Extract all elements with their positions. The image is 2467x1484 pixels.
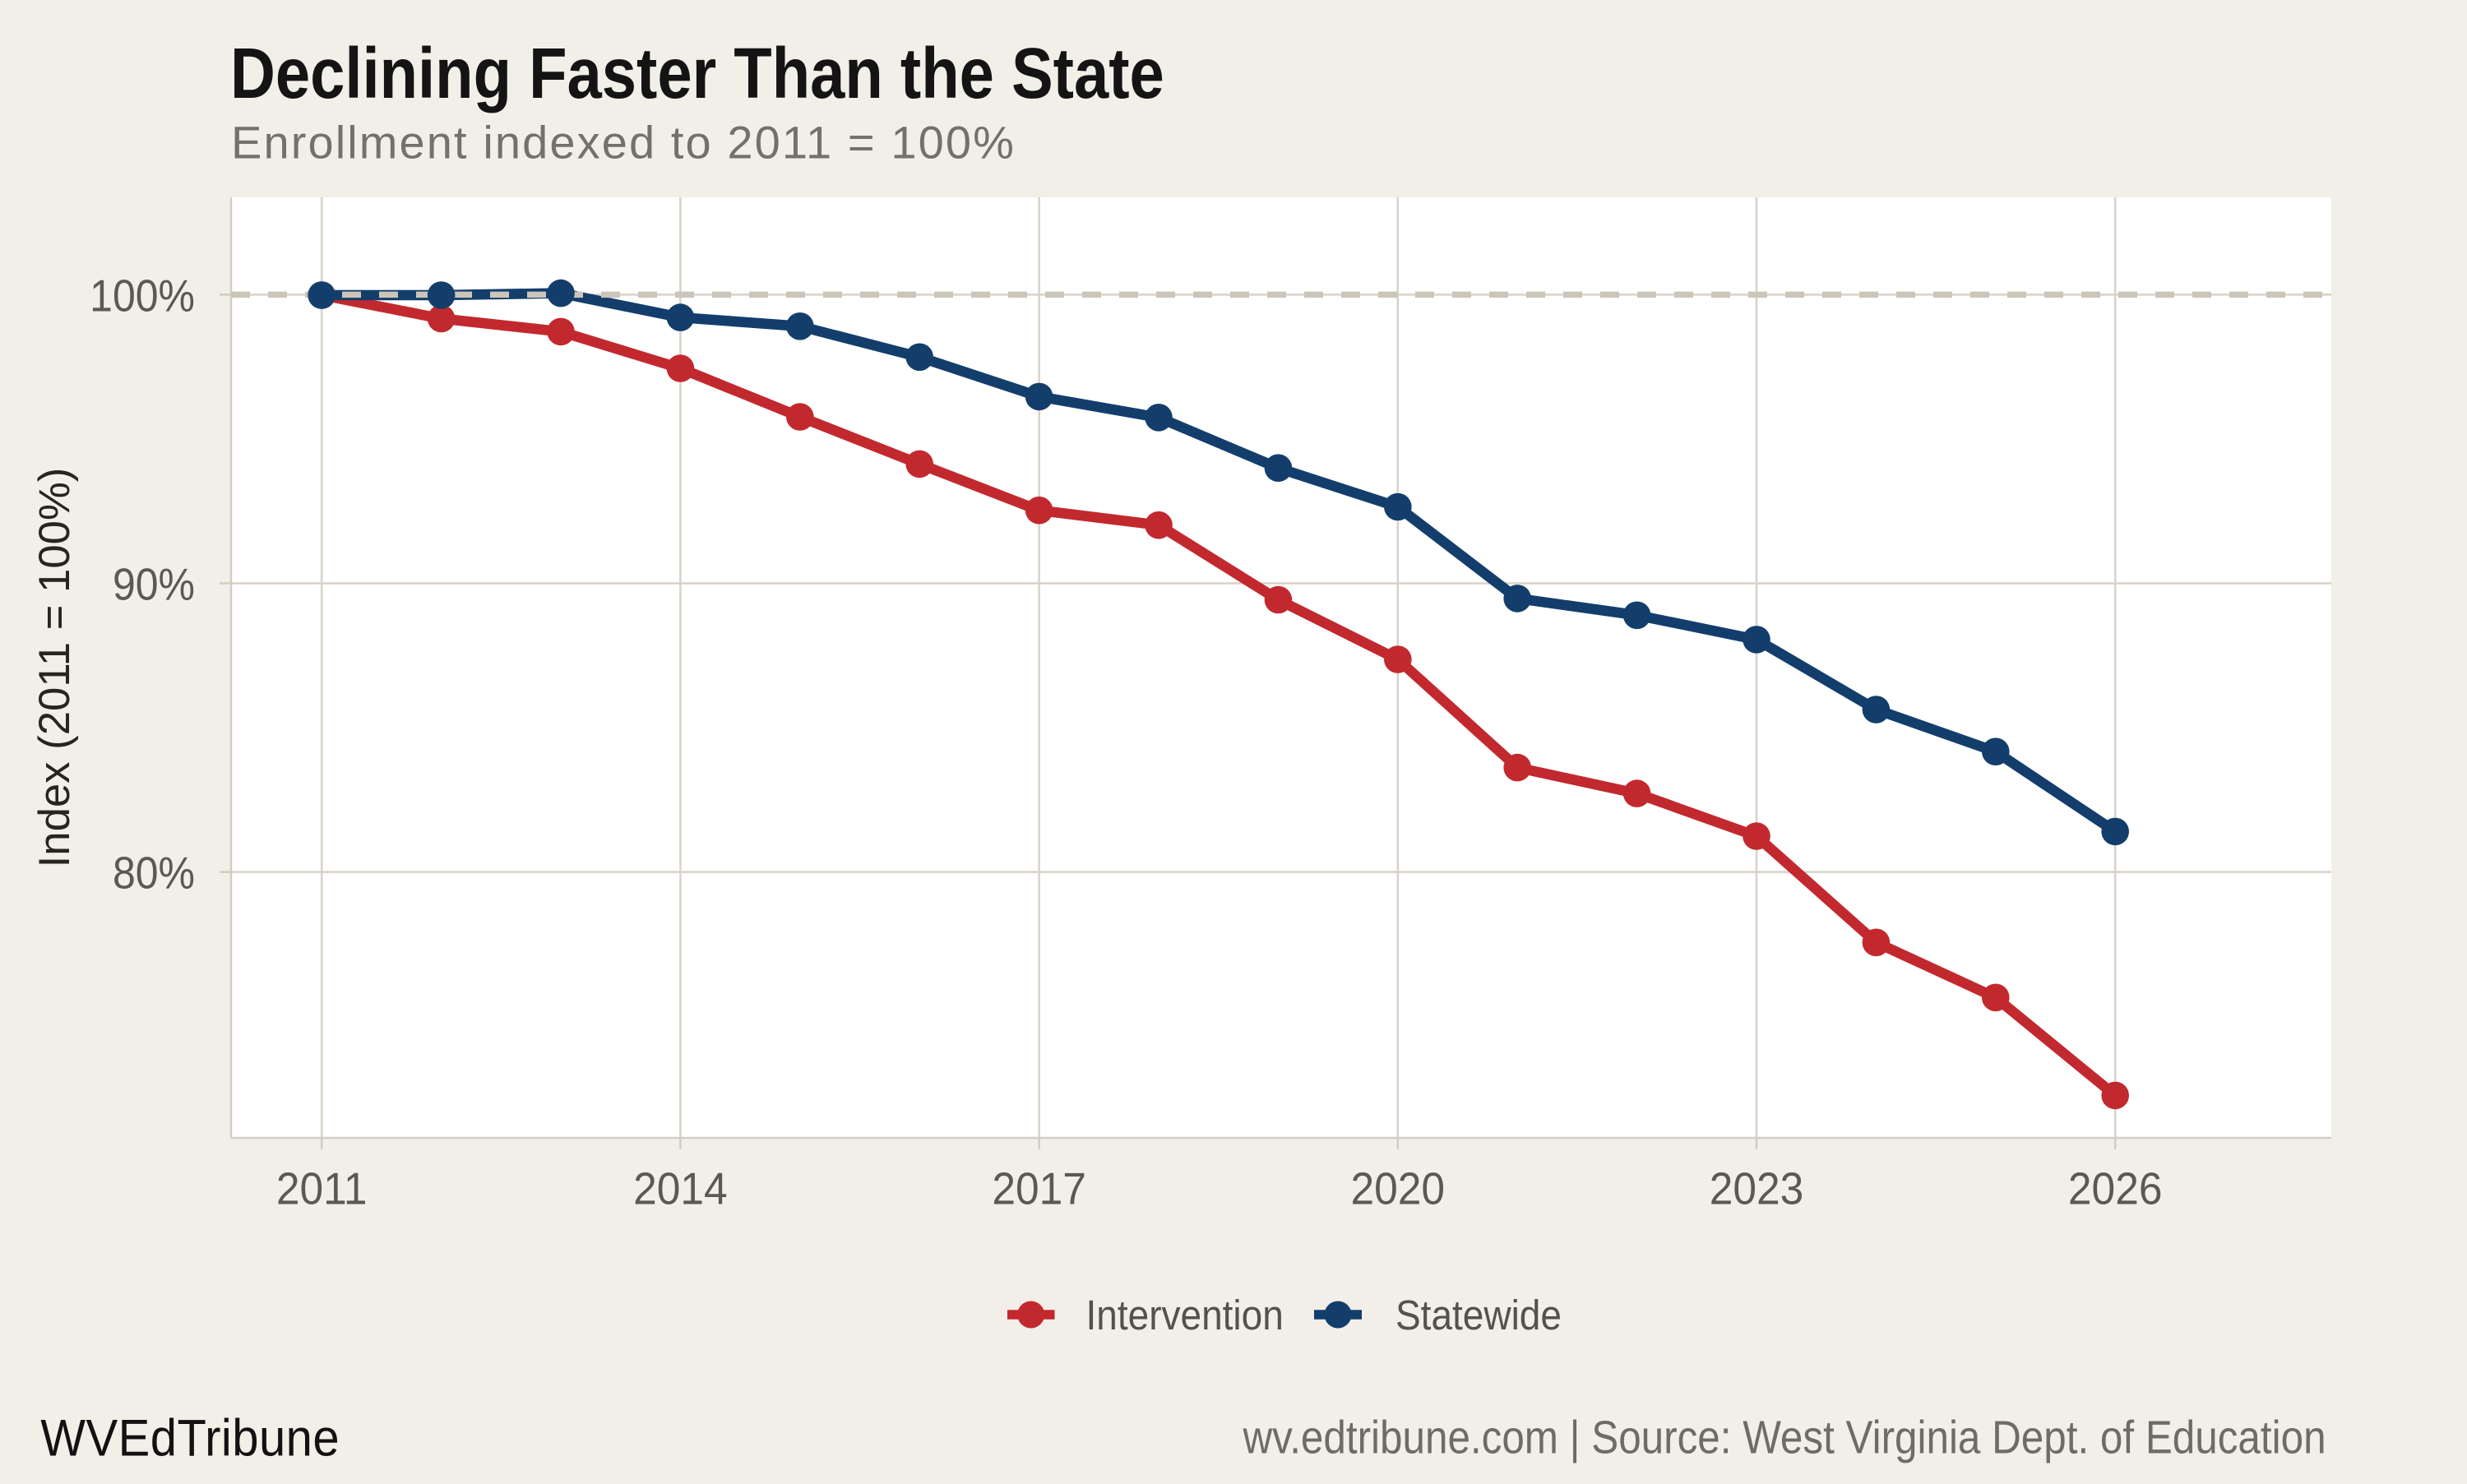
svg-text:80%: 80% <box>113 848 195 899</box>
svg-text:2020: 2020 <box>1351 1164 1446 1214</box>
svg-text:Enrollment indexed to 2011 = 1: Enrollment indexed to 2011 = 100% <box>231 116 1016 168</box>
svg-text:100%: 100% <box>90 270 195 321</box>
svg-text:wv.edtribune.com | Source: Wes: wv.edtribune.com | Source: West Virginia… <box>1243 1412 2326 1464</box>
svg-text:2014: 2014 <box>633 1164 728 1214</box>
svg-text:Intervention: Intervention <box>1086 1292 1284 1339</box>
svg-text:Statewide: Statewide <box>1395 1292 1562 1339</box>
svg-text:2017: 2017 <box>992 1164 1086 1214</box>
svg-text:2011: 2011 <box>276 1164 368 1214</box>
svg-text:2023: 2023 <box>1710 1164 1804 1214</box>
svg-text:Index (2011 = 100%): Index (2011 = 100%) <box>30 468 79 868</box>
svg-text:WVEdTribune: WVEdTribune <box>40 1408 340 1467</box>
svg-text:2026: 2026 <box>2068 1164 2163 1214</box>
svg-text:Declining Faster Than the Stat: Declining Faster Than the State <box>230 34 1164 113</box>
svg-text:90%: 90% <box>113 559 195 610</box>
